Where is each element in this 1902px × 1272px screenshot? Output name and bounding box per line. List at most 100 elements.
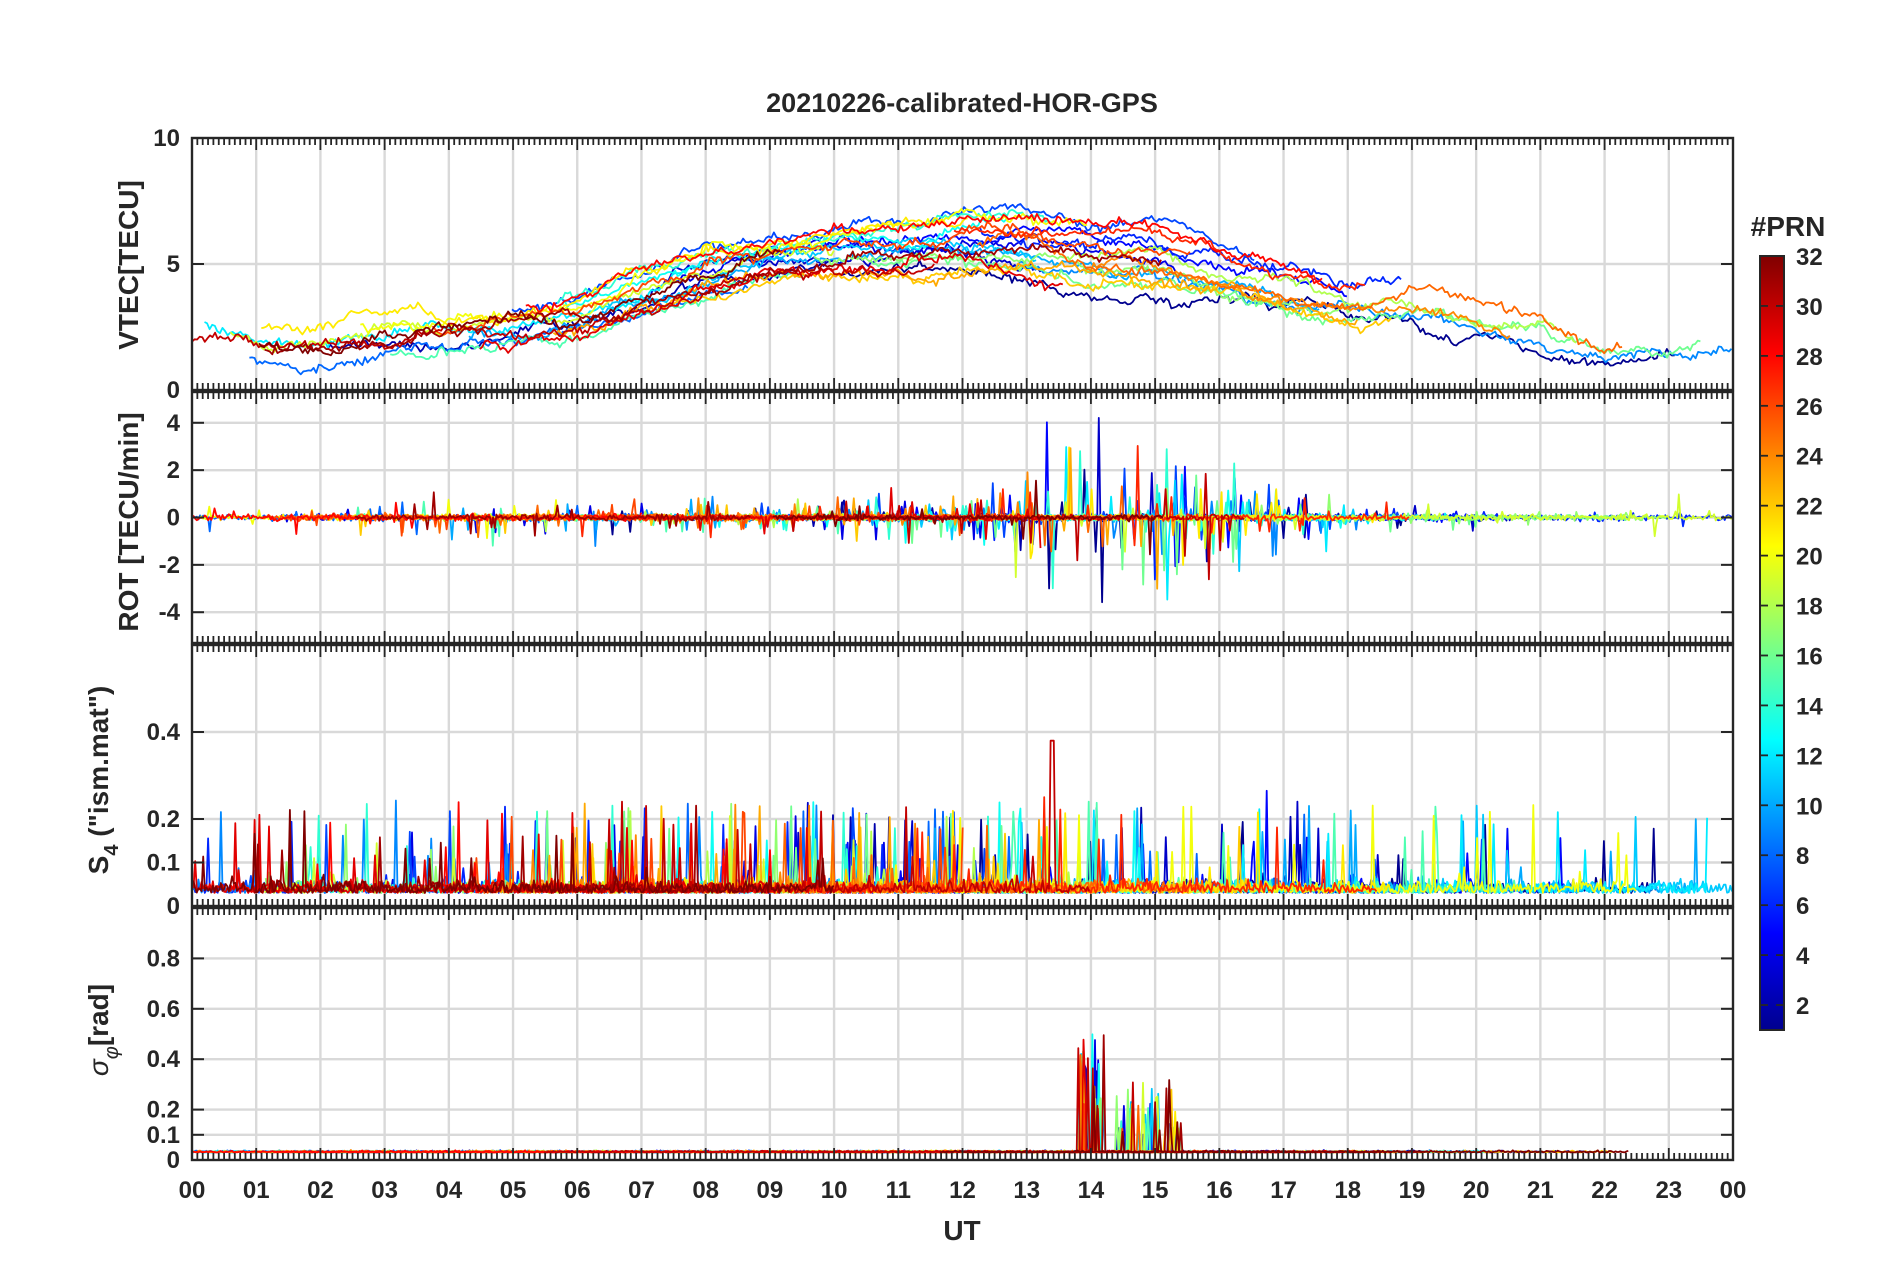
colorbar-title: #PRN — [1751, 211, 1826, 242]
vtec-y-tick-label: 0 — [167, 377, 180, 404]
x-tick-labels: 00 01 02 03 04 05 06 07 08 09 10 11 12 13 14 15 16 17 18 19… — [179, 1177, 1747, 1204]
rot-x-ticks — [191, 392, 1734, 643]
rot-y-tick-label: 2 — [167, 457, 180, 484]
x-tick-label: 09 — [757, 1177, 784, 1204]
colorbar-tick-label: 16 — [1796, 643, 1823, 670]
x-tick-label: 20 — [1463, 1177, 1490, 1204]
sigma_phi-y-tick-label: 0 — [167, 1147, 180, 1174]
x-tick-label: 03 — [371, 1177, 398, 1204]
rot-trace-prn-32 — [772, 479, 1164, 556]
x-tick-label: 11 — [886, 1177, 911, 1204]
s4-panel: 0 0.1 0.2 0.4 — [147, 643, 1735, 920]
vtec-trace-prn-16 — [868, 254, 1701, 359]
s4-ylabel-main: S — [83, 856, 114, 875]
rot-trace-prn-28 — [191, 501, 643, 535]
x-tick-label: 19 — [1399, 1177, 1426, 1204]
vtec-trace-prn-30 — [191, 263, 935, 350]
vtec-trace-prn-28 — [525, 213, 1323, 313]
colorbar-tick-label: 20 — [1796, 544, 1823, 571]
x-tick-label: 00 — [1720, 1177, 1747, 1204]
x-tick-label: 14 — [1078, 1177, 1105, 1204]
vtec-trace-prn-18 — [1069, 245, 1577, 344]
x-tick-label: 01 — [243, 1177, 270, 1204]
x-tick-label: 12 — [949, 1177, 976, 1204]
rot-trace-prn-31 — [354, 491, 751, 537]
colorbar-tick-label: 12 — [1796, 743, 1823, 770]
sigma_phi-traces — [191, 1033, 1629, 1154]
x-tick-label: 16 — [1206, 1177, 1233, 1204]
x-tick-label: 08 — [692, 1177, 719, 1204]
vtec-trace-prn-20 — [360, 208, 1088, 334]
x-tick-label: 07 — [628, 1177, 655, 1204]
x-tick-label: 18 — [1334, 1177, 1361, 1204]
colorbar-tick-label: 6 — [1796, 893, 1809, 920]
x-tick-label: 17 — [1270, 1177, 1297, 1204]
rot-y-tick-label: 0 — [167, 505, 180, 532]
colorbar-tick-label: 18 — [1796, 594, 1823, 621]
vtec-panel: 0 5 10 — [153, 125, 1735, 404]
s4-y-tick-label: 0.1 — [147, 850, 180, 877]
colorbar-tick-label: 2 — [1796, 993, 1809, 1020]
vtec-trace-prn-17 — [813, 251, 1352, 317]
vtec-trace-prn-27 — [953, 225, 1366, 292]
sigma_phi-y-tick-label: 0.1 — [147, 1122, 180, 1149]
sigma-phi-ylabel-sub: φ — [101, 1046, 123, 1059]
sigma_phi-grid — [192, 908, 1733, 1160]
s4-trace-prn-32 — [191, 809, 835, 894]
s4-y-tick-label: 0 — [167, 893, 180, 920]
sigma_phi-y-tick-label: 0.2 — [147, 1097, 180, 1124]
colorbar-tick-label: 24 — [1796, 444, 1823, 471]
s4-ylabel-rest: ("ism.mat") — [83, 686, 114, 845]
sigma_phi-x-ticks — [191, 908, 1734, 1160]
sigma_phi-y-tick-label: 0.4 — [147, 1046, 181, 1073]
vtec-trace-prn-13 — [561, 216, 1008, 308]
x-tick-label: 02 — [307, 1177, 334, 1204]
x-tick-label: 22 — [1591, 1177, 1618, 1204]
rot-y-tick-label: -4 — [159, 599, 181, 626]
vtec-trace-prn-25 — [976, 230, 1623, 355]
vtec-traces — [191, 203, 1733, 376]
x-tick-label: 10 — [821, 1177, 848, 1204]
x-tick-label: 21 — [1527, 1177, 1554, 1204]
x-tick-label: 15 — [1142, 1177, 1169, 1204]
rot-y-tick-label: -2 — [159, 552, 180, 579]
s4-traces — [191, 739, 1733, 894]
sigma-phi-ylabel-main: σ — [83, 1058, 114, 1076]
vtec-trace-prn-3 — [639, 243, 1042, 306]
rot-traces — [191, 417, 1734, 604]
colorbar-tick-label: 10 — [1796, 793, 1823, 820]
vtec-trace-prn-11 — [606, 237, 1037, 308]
vtec-trace-prn-32 — [258, 248, 781, 357]
x-axis-label: UT — [943, 1215, 980, 1246]
colorbar-tick-label: 28 — [1796, 344, 1823, 371]
vtec-trace-prn-15 — [389, 272, 805, 360]
s4-trace-prn-31 — [252, 804, 776, 894]
rot-panel: -4 -2 0 2 4 — [159, 390, 1735, 645]
colorbar-tick-label: 4 — [1796, 943, 1810, 970]
sigma-phi-panel: 00.10.2 0.4 0.6 0.8 — [147, 906, 1735, 1174]
s4-ylabel-sub: 4 — [101, 844, 123, 856]
rot-ylabel: ROT [TECU/min] — [113, 412, 144, 631]
colorbar-tick-label: 14 — [1796, 693, 1823, 720]
vtec-ylabel: VTEC[TECU] — [113, 180, 144, 350]
s4-y-tick-label: 0.4 — [147, 719, 181, 746]
x-tick-label: 06 — [564, 1177, 591, 1204]
rot-y-tick-label: 4 — [167, 410, 181, 437]
sigma-phi-ylabel: σφ[rad] — [83, 984, 123, 1076]
vtec-trace-prn-26 — [431, 221, 1191, 336]
colorbar-tick-label: 22 — [1796, 494, 1823, 521]
colorbar-tick-label: 8 — [1796, 843, 1809, 870]
s4-ylabel: S4 ("ism.mat") — [83, 686, 123, 875]
chart-title: 20210226-calibrated-HOR-GPS — [766, 88, 1158, 118]
x-tick-label: 23 — [1655, 1177, 1682, 1204]
vtec-trace-prn-31 — [264, 243, 1162, 356]
colorbar-tick-label: 26 — [1796, 394, 1823, 421]
vtec-y-tick-label: 5 — [167, 251, 180, 278]
sigma_phi-y-tick-label: 0.8 — [147, 945, 180, 972]
x-tick-label: 13 — [1013, 1177, 1040, 1204]
x-tick-label: 05 — [500, 1177, 527, 1204]
colorbar-tick-label: 32 — [1796, 244, 1823, 271]
colorbar-tick-label: 30 — [1796, 294, 1823, 321]
